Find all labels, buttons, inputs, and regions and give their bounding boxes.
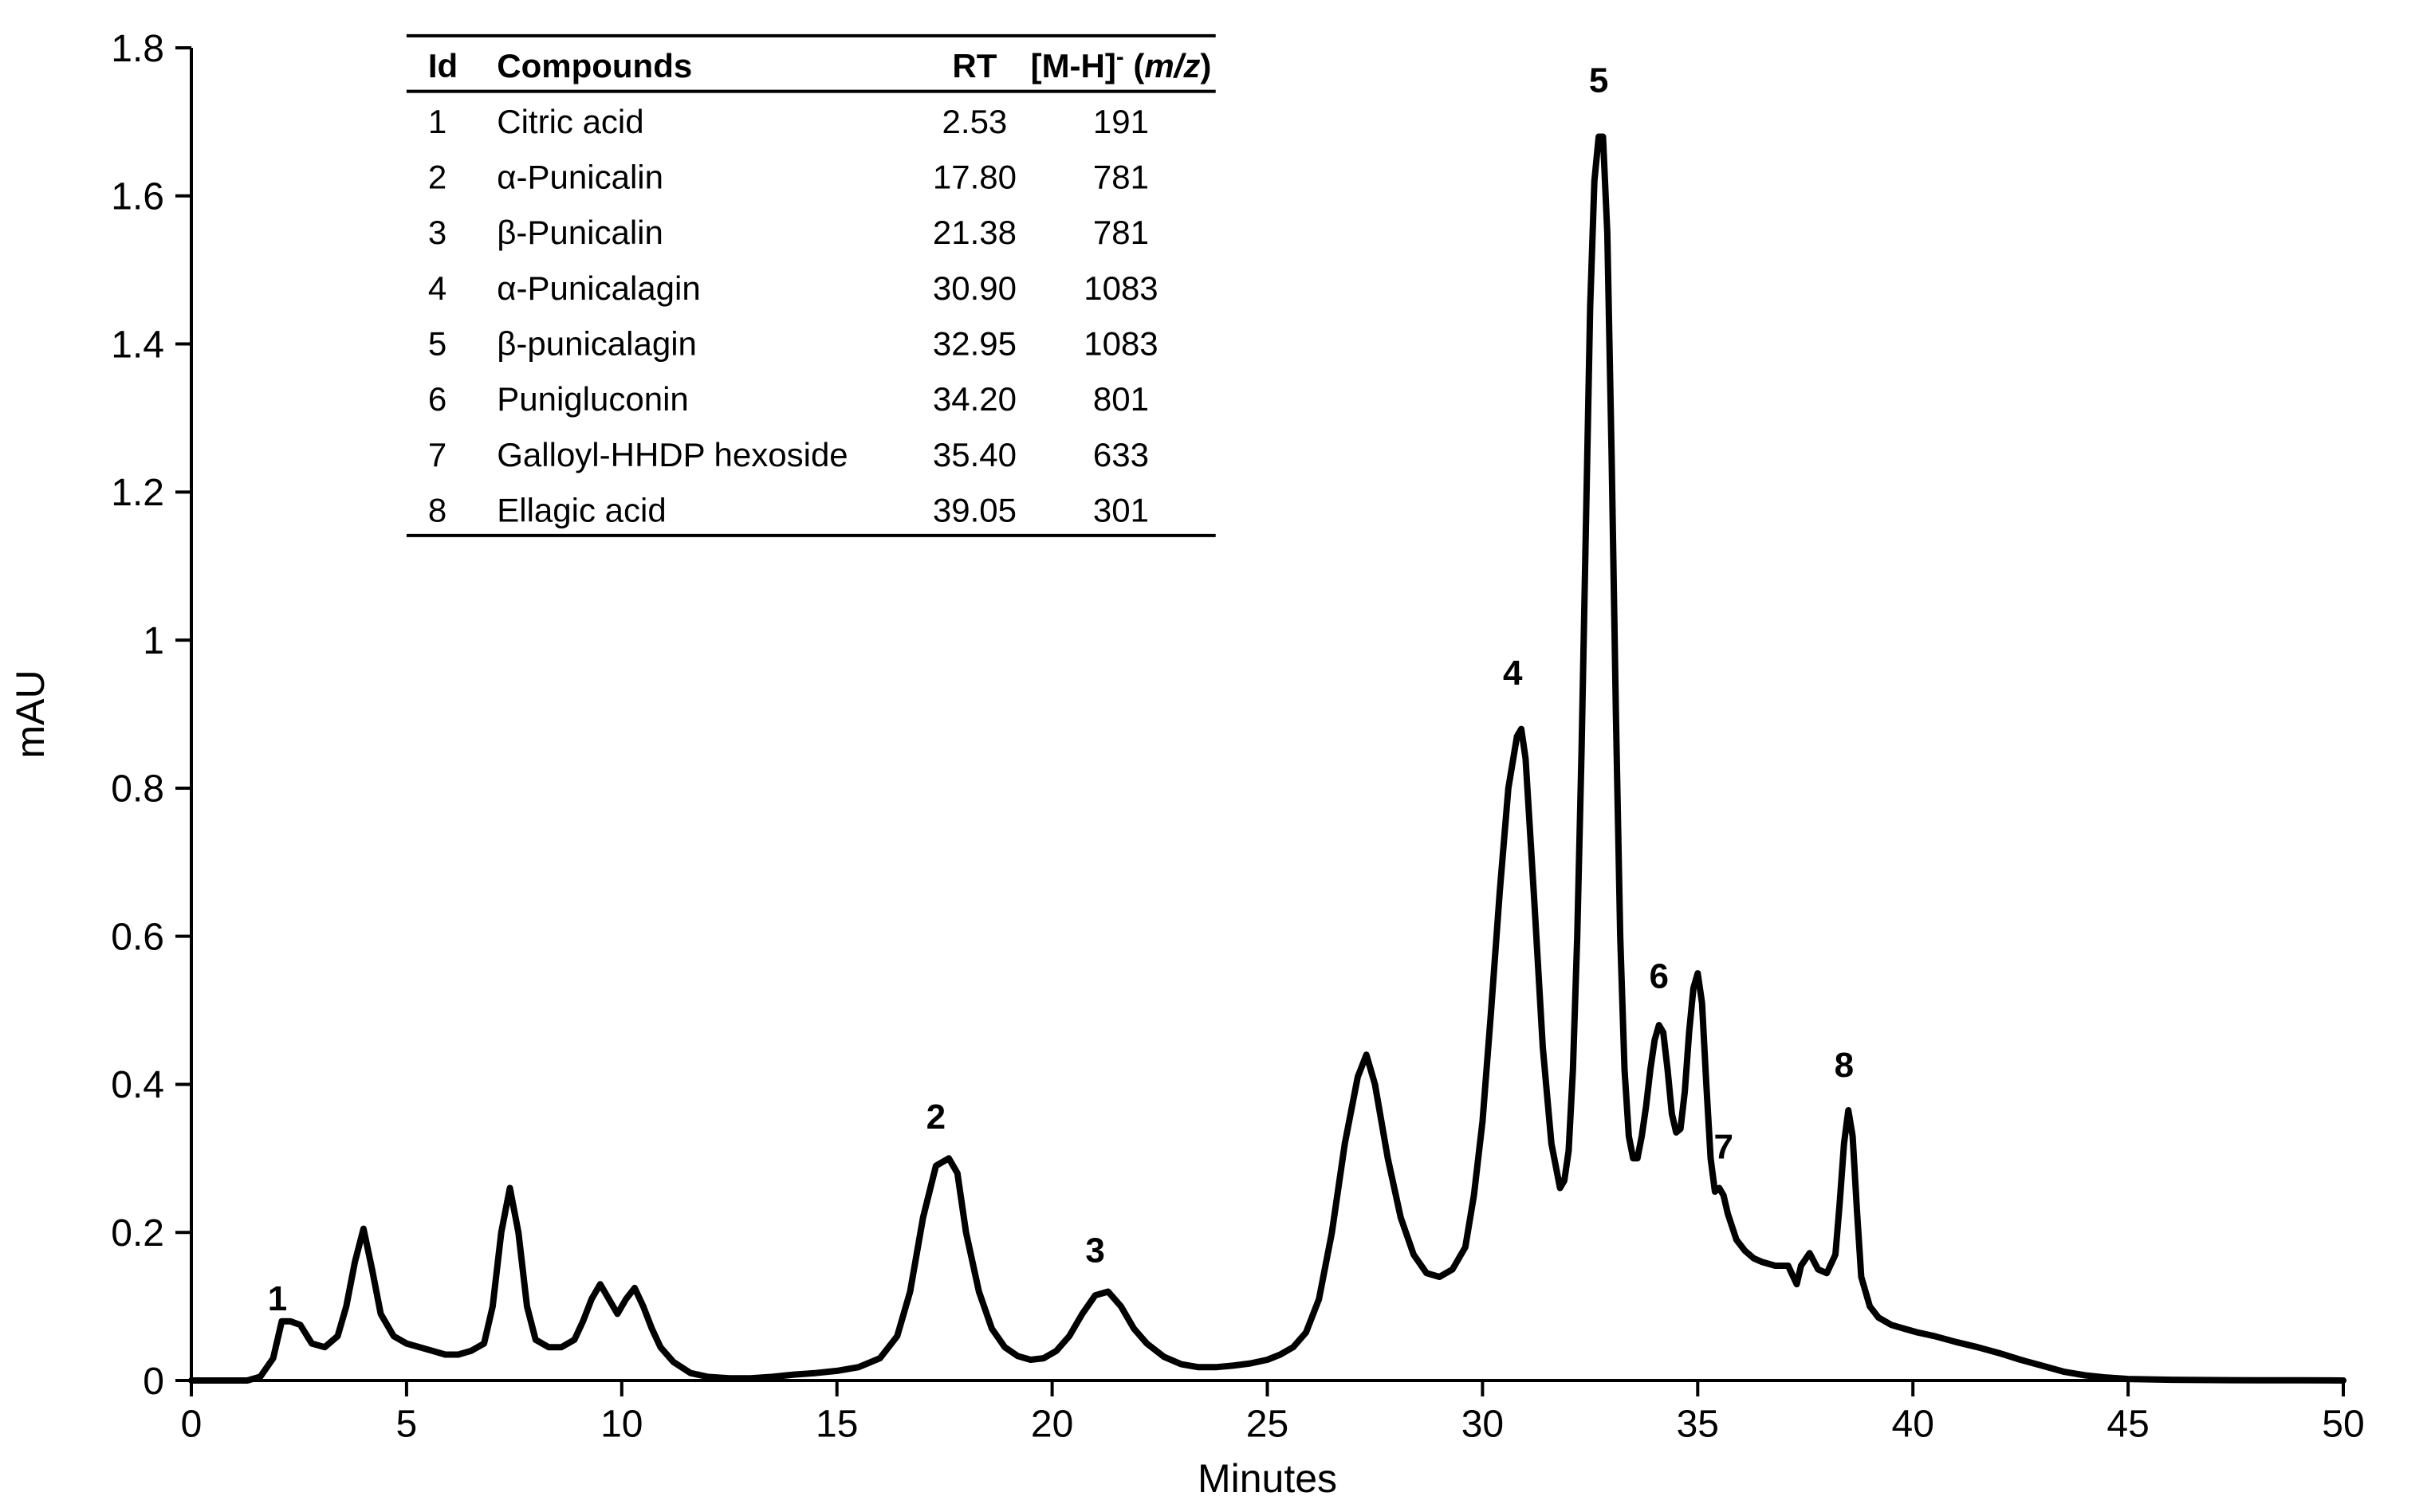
x-tick-label: 5 bbox=[396, 1403, 418, 1445]
table-cell-name: Ellagic acid bbox=[497, 491, 666, 528]
peak-label: 6 bbox=[1649, 957, 1668, 996]
table-cell-name: α-Punicalagin bbox=[497, 269, 700, 307]
y-tick-label: 0 bbox=[143, 1361, 164, 1403]
y-tick-label: 1.6 bbox=[111, 176, 164, 218]
x-tick-label: 25 bbox=[1246, 1403, 1288, 1445]
y-tick-label: 0.6 bbox=[111, 916, 164, 958]
x-tick-label: 45 bbox=[2106, 1403, 2149, 1445]
y-tick-label: 1.2 bbox=[111, 472, 164, 514]
table-header-id: Id bbox=[428, 47, 458, 84]
table-header-mz: [M-H]- (m/z) bbox=[1031, 44, 1212, 85]
table-header-name: Compounds bbox=[497, 47, 692, 84]
table-cell-rt: 17.80 bbox=[933, 158, 1017, 195]
x-axis-title: Minutes bbox=[1198, 1456, 1337, 1501]
table-cell-mz: 1083 bbox=[1084, 324, 1158, 362]
y-tick-label: 0.2 bbox=[111, 1212, 164, 1255]
table-cell-name: β-Punicalin bbox=[497, 214, 663, 251]
table-cell-rt: 2.53 bbox=[942, 103, 1008, 140]
x-tick-label: 20 bbox=[1031, 1403, 1073, 1445]
table-header-rt: RT bbox=[952, 47, 997, 84]
x-tick-label: 0 bbox=[181, 1403, 203, 1445]
table-cell-rt: 32.95 bbox=[933, 324, 1017, 362]
table-cell-rt: 30.90 bbox=[933, 269, 1017, 307]
chromatogram-trace bbox=[191, 137, 2343, 1381]
y-axis-title: mAU bbox=[8, 670, 53, 758]
x-tick-label: 30 bbox=[1461, 1403, 1504, 1445]
y-tick-label: 1 bbox=[143, 620, 164, 662]
table-cell-name: β-punicalagin bbox=[497, 324, 697, 362]
x-tick-label: 15 bbox=[816, 1403, 858, 1445]
table-cell-id: 7 bbox=[428, 436, 446, 473]
peak-label: 1 bbox=[268, 1279, 287, 1318]
table-cell-id: 4 bbox=[428, 269, 446, 307]
table-cell-id: 5 bbox=[428, 324, 446, 362]
table-cell-id: 8 bbox=[428, 491, 446, 528]
peak-label: 8 bbox=[1835, 1046, 1854, 1085]
table-cell-mz: 301 bbox=[1093, 491, 1149, 528]
y-tick-label: 1.4 bbox=[111, 324, 164, 366]
table-cell-id: 1 bbox=[428, 103, 446, 140]
table-cell-name: α-Punicalin bbox=[497, 158, 663, 195]
table-cell-name: Galloyl-HHDP hexoside bbox=[497, 436, 848, 473]
y-tick-label: 1.8 bbox=[111, 28, 164, 70]
peak-label: 7 bbox=[1713, 1127, 1733, 1166]
table-cell-rt: 39.05 bbox=[933, 491, 1017, 528]
x-tick-label: 35 bbox=[1677, 1403, 1719, 1445]
peak-label: 4 bbox=[1503, 654, 1523, 693]
y-tick-label: 0.4 bbox=[111, 1064, 164, 1106]
table-cell-mz: 1083 bbox=[1084, 269, 1158, 307]
peak-label: 2 bbox=[926, 1098, 946, 1137]
peak-label: 3 bbox=[1085, 1231, 1104, 1270]
table-cell-rt: 21.38 bbox=[933, 214, 1017, 251]
x-tick-label: 50 bbox=[2322, 1403, 2364, 1445]
chart-container: 05101520253035404550Minutes00.20.40.60.8… bbox=[0, 0, 2431, 1512]
table-cell-name: Citric acid bbox=[497, 103, 643, 140]
table-cell-rt: 34.20 bbox=[933, 380, 1017, 418]
table-cell-mz: 633 bbox=[1093, 436, 1149, 473]
table-cell-id: 3 bbox=[428, 214, 446, 251]
chromatogram-svg: 05101520253035404550Minutes00.20.40.60.8… bbox=[0, 0, 2431, 1512]
table-cell-rt: 35.40 bbox=[933, 436, 1017, 473]
table-cell-id: 2 bbox=[428, 158, 446, 195]
table-cell-mz: 801 bbox=[1093, 380, 1149, 418]
table-cell-mz: 781 bbox=[1093, 158, 1149, 195]
peak-label: 5 bbox=[1589, 61, 1608, 100]
table-cell-mz: 191 bbox=[1093, 103, 1149, 140]
x-tick-label: 10 bbox=[600, 1403, 643, 1445]
table-cell-id: 6 bbox=[428, 380, 446, 418]
table-cell-mz: 781 bbox=[1093, 214, 1149, 251]
table-cell-name: Punigluconin bbox=[497, 380, 689, 418]
y-tick-label: 0.8 bbox=[111, 768, 164, 811]
x-tick-label: 40 bbox=[1892, 1403, 1934, 1445]
